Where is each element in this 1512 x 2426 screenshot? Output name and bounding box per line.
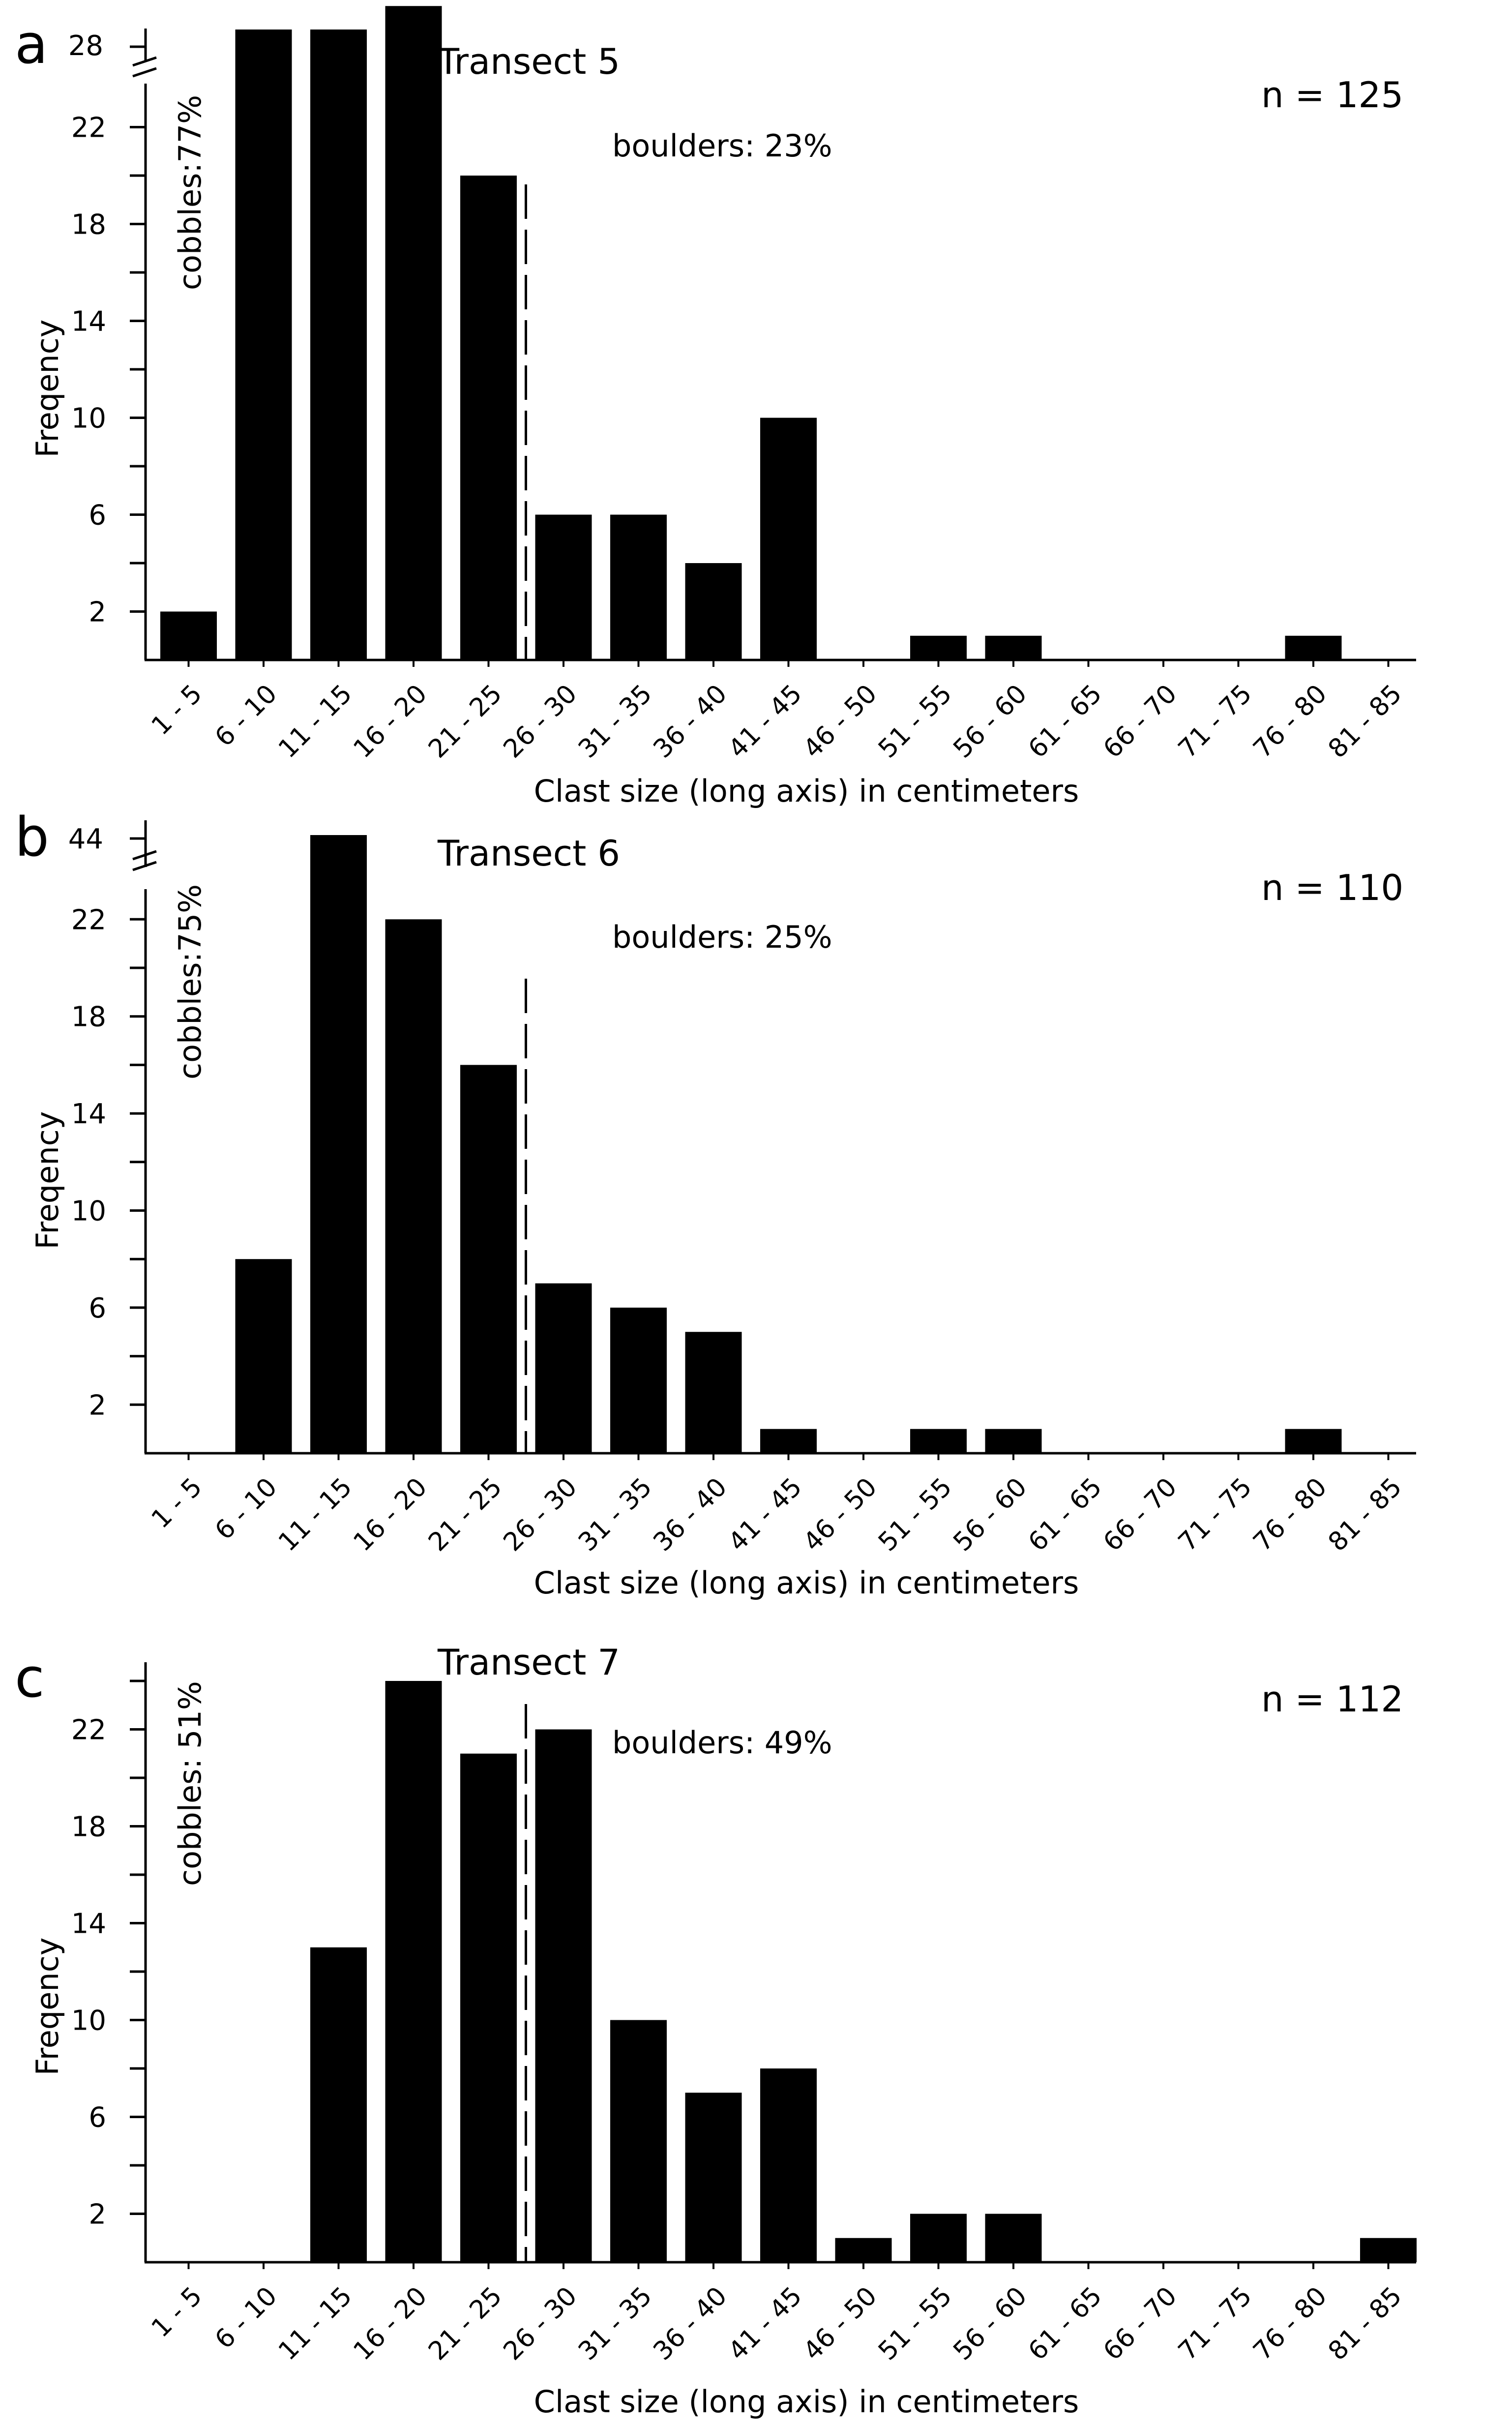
y-tick-label: 14 (71, 306, 106, 338)
cobbles-percent-label: cobbles:77% (172, 95, 208, 290)
bar-11-15 (310, 30, 367, 660)
chart-title: Transect 5 (437, 41, 620, 82)
y-tick-label: 10 (71, 403, 106, 435)
bar-46-50 (835, 2238, 892, 2262)
y-tick-label: 10 (71, 1196, 106, 1228)
chart-title: Transect 7 (437, 1642, 620, 1683)
bar-6-10 (235, 1259, 292, 1453)
y-axis-label: Freqency (30, 320, 65, 458)
axis-break-label: 44 (68, 823, 103, 855)
panel-label: c (15, 1647, 44, 1709)
sample-size-label: n = 110 (1261, 867, 1403, 908)
boulders-percent-label: boulders: 25% (612, 919, 832, 955)
y-tick-label: 18 (71, 209, 106, 241)
bar-1-5 (160, 611, 217, 660)
bar-41-45 (760, 2068, 817, 2262)
bar-51-55 (910, 1429, 967, 1453)
bar-6-10 (235, 30, 292, 660)
bar-21-25 (460, 1065, 517, 1453)
y-tick-label: 22 (71, 112, 106, 144)
bar-41-45 (760, 1429, 817, 1453)
bar-36-40 (685, 1332, 742, 1453)
y-tick-label: 6 (89, 500, 106, 532)
bar-16-20 (385, 919, 442, 1453)
bar-56-60 (985, 2214, 1042, 2262)
panel-label: b (15, 806, 49, 869)
y-tick-label: 18 (71, 1811, 106, 1843)
x-axis-label: Clast size (long axis) in centimeters (534, 2384, 1079, 2420)
bar-16-20 (385, 1681, 442, 2262)
y-tick-label: 22 (71, 1714, 106, 1746)
y-tick-label: 10 (71, 2005, 106, 2037)
bar-21-25 (460, 176, 517, 660)
y-tick-label: 2 (89, 597, 106, 629)
sample-size-label: n = 125 (1261, 74, 1403, 116)
bar-56-60 (985, 1429, 1042, 1453)
cobbles-percent-label: cobbles:75% (172, 884, 208, 1079)
y-tick-label: 22 (71, 904, 106, 936)
x-axis-label: Clast size (long axis) in centimeters (534, 1565, 1079, 1601)
y-tick-label: 2 (89, 2199, 106, 2231)
bar-26-30 (535, 1283, 592, 1453)
bar-76-80 (1285, 1429, 1342, 1453)
bar-41-45 (760, 418, 817, 660)
bar-36-40 (685, 563, 742, 660)
bar-56-60 (985, 635, 1042, 660)
boulders-percent-label: boulders: 49% (612, 1725, 832, 1761)
chart-title: Transect 6 (437, 833, 620, 874)
y-tick-label: 14 (71, 1098, 106, 1130)
bar-21-25 (460, 1753, 517, 2262)
x-axis-label: Clast size (long axis) in centimeters (534, 773, 1079, 809)
bar-16-20 (385, 6, 442, 660)
y-axis-label: Freqency (30, 1938, 65, 2076)
bar-31-35 (610, 2020, 667, 2262)
bar-26-30 (535, 1729, 592, 2262)
panel-label: a (15, 13, 48, 76)
axes (144, 1662, 1416, 2264)
bar-26-30 (535, 514, 592, 660)
bar-51-55 (910, 2214, 967, 2262)
y-tick-label: 18 (71, 1001, 106, 1033)
y-tick-label: 14 (71, 1908, 106, 1940)
sample-size-label: n = 112 (1261, 1678, 1403, 1720)
axes (144, 820, 1416, 1455)
y-tick-label: 6 (89, 1292, 106, 1324)
bar-11-15 (310, 1947, 367, 2262)
y-axis-label: Freqency (30, 1111, 65, 1250)
bar-36-40 (685, 2093, 742, 2262)
boulders-percent-label: boulders: 23% (612, 128, 832, 164)
bar-51-55 (910, 635, 967, 660)
bar-11-15 (310, 835, 367, 1453)
bar-31-35 (610, 514, 667, 660)
bars (160, 6, 1342, 660)
bar-81-85 (1360, 2238, 1417, 2262)
bar-76-80 (1285, 635, 1342, 660)
bars (235, 835, 1342, 1453)
axis-break-label: 28 (68, 30, 103, 62)
bars (310, 1681, 1417, 2262)
cobbles-percent-label: cobbles: 51% (172, 1681, 208, 1886)
y-tick-label: 6 (89, 2102, 106, 2134)
bar-31-35 (610, 1307, 667, 1453)
y-tick-label: 2 (89, 1389, 106, 1421)
